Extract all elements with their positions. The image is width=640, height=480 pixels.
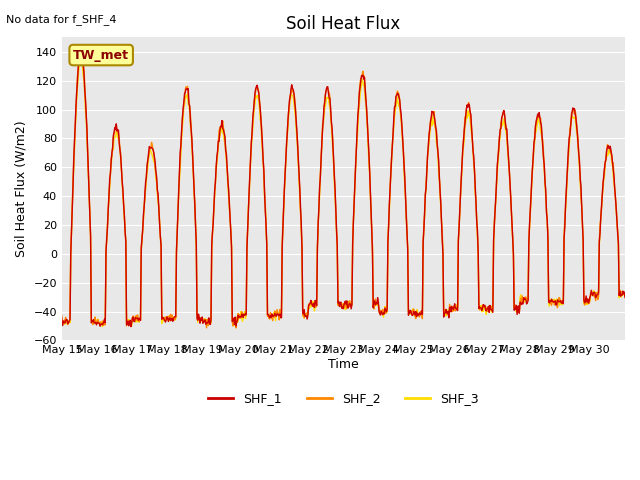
SHF_2	[145, 154, 152, 160]
SHF_3	[145, 153, 153, 158]
SHF_3	[99, 324, 106, 329]
SHF_3	[23, 314, 31, 320]
SHF_1	[621, 295, 629, 300]
SHF_3	[334, 302, 342, 308]
SHF_1	[385, 224, 392, 229]
SHF_1	[334, 300, 342, 306]
SHF_3	[105, 199, 113, 204]
SHF_1	[145, 144, 153, 149]
SHF_2	[334, 302, 342, 308]
X-axis label: Time: Time	[328, 358, 359, 371]
SHF_1	[92, 320, 100, 325]
Line: SHF_2: SHF_2	[27, 50, 625, 328]
Line: SHF_3: SHF_3	[27, 60, 625, 326]
SHF_2	[482, 303, 490, 309]
SHF_1	[482, 307, 490, 312]
SHF_1	[104, 207, 112, 213]
SHF_3	[482, 307, 490, 312]
SHF_1	[127, 324, 135, 329]
SHF_2	[104, 206, 112, 212]
SHF_1	[23, 312, 31, 318]
Y-axis label: Soil Heat Flux (W/m2): Soil Heat Flux (W/m2)	[15, 120, 28, 257]
SHF_1	[76, 47, 84, 52]
SHF_3	[78, 57, 86, 62]
Title: Soil Heat Flux: Soil Heat Flux	[286, 15, 401, 33]
SHF_2	[23, 312, 31, 318]
SHF_2	[385, 221, 392, 227]
SHF_2	[92, 320, 100, 325]
SHF_2	[621, 293, 629, 299]
SHF_3	[385, 222, 392, 228]
Line: SHF_1: SHF_1	[27, 49, 625, 326]
SHF_3	[92, 320, 100, 326]
SHF_3	[621, 292, 629, 298]
SHF_2	[232, 325, 240, 331]
Text: TW_met: TW_met	[73, 48, 129, 61]
SHF_2	[77, 47, 85, 53]
Legend: SHF_1, SHF_2, SHF_3: SHF_1, SHF_2, SHF_3	[203, 387, 484, 410]
Text: No data for f_SHF_4: No data for f_SHF_4	[6, 14, 117, 25]
